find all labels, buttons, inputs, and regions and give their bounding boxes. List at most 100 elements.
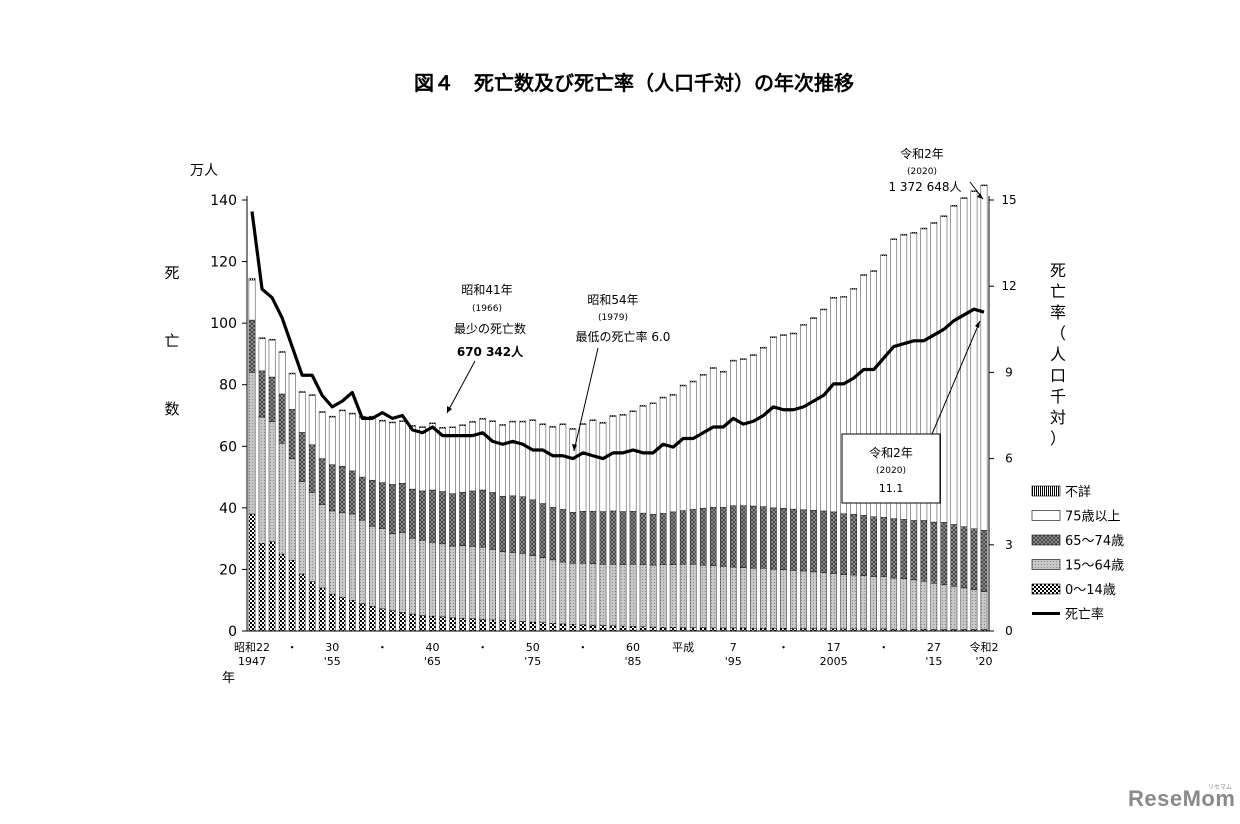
left-tick-label: 140 <box>210 193 237 209</box>
bar-segment <box>719 566 727 629</box>
bar-segment <box>950 524 958 587</box>
bar-segment <box>419 427 426 492</box>
annotation-rate-box-mid: (2020) <box>876 466 906 476</box>
bar-segment <box>439 491 446 545</box>
bar-segment <box>419 490 426 541</box>
death-rate-line <box>250 211 985 461</box>
bar-segment <box>740 358 747 360</box>
bar-segment <box>830 573 837 629</box>
annotation-rate-arrow <box>931 320 981 435</box>
bar-segment <box>579 511 587 564</box>
bar-segment <box>439 427 446 492</box>
legend-label: 75歳以上 <box>1065 510 1121 525</box>
bar-segment <box>298 432 306 482</box>
bar-segment <box>930 222 938 224</box>
x-tick-label: 平成 <box>672 641 694 654</box>
bar-segment <box>579 563 587 626</box>
annotation-min-deaths-line2: 670 342人 <box>457 344 524 359</box>
death-rate-line-group <box>250 211 985 461</box>
bar-segment <box>740 567 747 629</box>
bar-segment <box>980 185 988 531</box>
bar-segment <box>589 624 597 632</box>
legend-swatch <box>1031 559 1061 570</box>
right-tick-label: 12 <box>1001 279 1016 293</box>
bar-segment <box>529 499 537 556</box>
bar-segment <box>970 191 978 529</box>
bar-segment <box>569 429 577 513</box>
annotation-max-arrowhead <box>977 193 983 199</box>
bar-segment <box>830 298 837 513</box>
legend-swatch <box>1031 534 1061 546</box>
bar-segment <box>399 421 406 484</box>
left-axis-label-char: 亡 <box>164 332 179 350</box>
bar-segment <box>549 427 557 508</box>
bar-segment <box>278 351 286 353</box>
annotation-min-deaths-arrowhead <box>447 406 452 413</box>
bar-segment <box>529 555 537 623</box>
x-tick-label: 30 <box>325 641 339 654</box>
bar-segment <box>920 227 928 230</box>
bar-segment <box>258 370 266 418</box>
bar-segment <box>479 619 486 632</box>
bar-segment <box>278 443 286 555</box>
left-tick-label: 100 <box>210 316 237 332</box>
bar-segment <box>800 509 807 572</box>
bar-segment <box>679 627 687 632</box>
bar-segment <box>529 621 537 632</box>
bar-segment <box>860 274 867 276</box>
bar-segment <box>298 392 306 433</box>
bar-segment <box>549 507 557 561</box>
bar-segment <box>449 493 456 547</box>
bar-segment <box>449 617 456 632</box>
bar-segment <box>338 512 346 598</box>
bar-segment <box>960 526 968 589</box>
left-tick-label: 40 <box>219 501 237 517</box>
bar-segment <box>539 424 547 504</box>
bar-segment <box>268 541 276 632</box>
bar-segment <box>930 521 938 584</box>
bar-segment <box>379 528 386 610</box>
x-tick-label: 60 <box>626 641 640 654</box>
bar-segment <box>980 184 988 187</box>
bar-segment <box>338 466 346 513</box>
bar-segment <box>890 577 898 630</box>
bar-segment <box>308 394 316 396</box>
bar-segment <box>479 547 486 620</box>
bar-segment <box>338 410 346 467</box>
bar-segment <box>770 337 777 509</box>
bar-segment <box>669 564 677 628</box>
bar-segment <box>980 530 988 592</box>
bar-segment <box>689 563 697 628</box>
bar-segment <box>940 215 948 217</box>
bar-segment <box>980 591 988 630</box>
bar-segment <box>369 479 376 527</box>
bar-segment <box>439 543 446 618</box>
bar-segment <box>679 510 687 565</box>
bar-segment <box>960 587 968 630</box>
annotation-max-top: 令和2年 <box>900 146 944 161</box>
bar-segment <box>509 495 517 554</box>
bar-segment <box>940 584 948 630</box>
bar-segment <box>850 514 857 576</box>
bar-segment <box>589 419 597 421</box>
bar-segment <box>709 368 717 508</box>
bar-segment <box>689 509 697 565</box>
bar-segment <box>459 491 466 546</box>
bar-segment <box>459 618 466 632</box>
bar-segment <box>338 596 346 632</box>
bar-segment <box>469 546 476 619</box>
bar-segment <box>379 420 386 483</box>
annotation-min-rate: 昭和54年 (1979) 最低の死亡率 6.0 <box>572 293 670 452</box>
bar-segment <box>960 198 968 527</box>
bar-segment <box>760 347 767 507</box>
bar-segment <box>489 421 496 493</box>
bar-segment <box>780 569 787 629</box>
x-tick-sublabel: '85 <box>625 655 642 668</box>
bar-segment <box>539 503 547 558</box>
right-axis-label-char: 千 <box>1050 387 1066 406</box>
right-tick-label: 9 <box>1005 365 1013 379</box>
bar-segment <box>740 505 747 568</box>
bar-segment <box>519 421 527 497</box>
bar-segment <box>770 336 777 338</box>
